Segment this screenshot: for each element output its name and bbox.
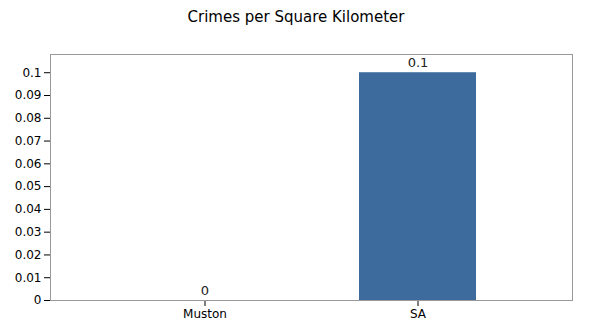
svg-text:0.1: 0.1 <box>22 66 41 80</box>
svg-text:0: 0 <box>34 293 42 307</box>
svg-text:0.08: 0.08 <box>15 111 42 125</box>
html-text:Crimes per Square Kilometer: Crimes per Square Kilometer <box>187 8 405 26</box>
svg-text:0.04: 0.04 <box>15 202 42 216</box>
svg-text:0: 0 <box>201 283 209 298</box>
svg-text:0.01: 0.01 <box>15 271 42 285</box>
svg-text:0.1: 0.1 <box>408 55 429 70</box>
svg-text:SA: SA <box>410 307 427 321</box>
svg-text:0.06: 0.06 <box>15 157 42 171</box>
svg-text:0.03: 0.03 <box>15 225 42 239</box>
svg-text:0.02: 0.02 <box>15 248 42 262</box>
svg-text:Muston: Muston <box>183 307 227 321</box>
svg-text:0.07: 0.07 <box>15 134 42 148</box>
svg-text:0.05: 0.05 <box>15 179 42 193</box>
svg-text:0.09: 0.09 <box>15 88 42 102</box>
